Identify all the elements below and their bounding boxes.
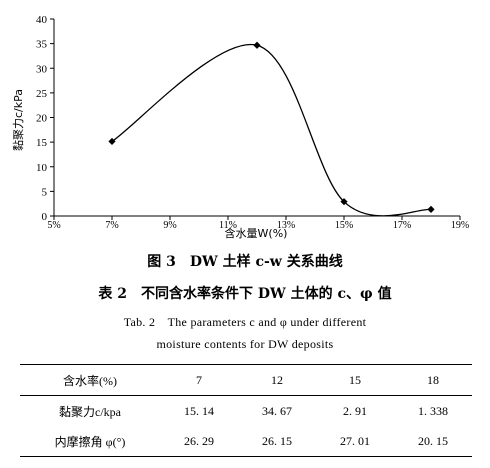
table-cell: 26. 15 xyxy=(262,433,292,448)
y-tick-label: 40 xyxy=(36,14,48,26)
table-caption-english-line2: moisture contents for DW deposits xyxy=(156,337,334,351)
y-tick-label: 15 xyxy=(36,137,48,149)
table-cell: 15. 14 xyxy=(184,403,214,418)
y-tick-labels: 0 5 10 15 20 25 30 35 40 xyxy=(36,14,54,223)
header-cell: 18 xyxy=(427,372,439,387)
table-cell: 内摩擦角 φ(°) xyxy=(54,434,126,449)
cohesion-moisture-chart: 0 5 10 15 20 25 30 35 40 5% 7% 9% 11% 13% 15% 17% 19% 含… xyxy=(11,14,469,240)
table-row: 黏聚力c/kpa 15. 14 34. 67 2. 91 1. 338 xyxy=(20,396,472,427)
x-tick-label: 11% xyxy=(219,220,237,231)
table-cell: 1. 338 xyxy=(418,403,448,418)
y-tick-label: 5 xyxy=(42,186,48,198)
series-group xyxy=(108,41,435,216)
table-caption-chinese: 表 2 不同含水率条件下 DW 土体的 c、φ 值 xyxy=(98,286,392,302)
y-tick-label: 0 xyxy=(42,211,48,223)
header-cell: 含水率(%) xyxy=(63,373,117,388)
x-tick-label: 19% xyxy=(451,220,469,231)
y-tick-label: 30 xyxy=(36,63,48,75)
table-row: 内摩擦角 φ(°) 26. 29 26. 15 27. 01 20. 15 xyxy=(20,426,472,457)
x-tick-label: 7% xyxy=(105,220,118,231)
series-line xyxy=(111,43,432,216)
header-cell: 7 xyxy=(196,372,202,387)
table-caption-english-line1: Tab. 2 The parameters c and φ under diff… xyxy=(123,315,367,329)
data-point-marker xyxy=(340,198,348,206)
y-tick-label: 35 xyxy=(36,39,48,51)
parameters-table: 含水率(%) 7 12 15 18 黏聚力c/kpa 15. 14 34. 67… xyxy=(20,364,472,457)
data-point-marker xyxy=(108,137,116,146)
figure-caption: 图 3 DW 土样 c-w 关系曲线 xyxy=(147,254,343,270)
table-cell: 26. 29 xyxy=(184,433,214,448)
x-tick-label: 15% xyxy=(335,220,353,231)
data-point-marker xyxy=(427,205,435,214)
x-axis-label: 含水量W(%) xyxy=(225,226,288,240)
y-axis-label: 黏聚力c/kPa xyxy=(11,89,25,151)
x-tick-label: 13% xyxy=(277,220,295,231)
x-tick-label: 9% xyxy=(163,220,176,231)
table-cell: 34. 67 xyxy=(262,403,292,418)
table-cell: 27. 01 xyxy=(340,433,370,448)
header-cell: 12 xyxy=(271,372,283,387)
table-cell: 2. 91 xyxy=(343,403,367,418)
x-tick-label: 17% xyxy=(393,220,411,231)
x-tick-label: 5% xyxy=(47,220,60,231)
header-cell: 15 xyxy=(349,372,361,387)
table-cell: 黏聚力c/kpa xyxy=(59,404,121,419)
data-point-marker xyxy=(253,41,261,49)
x-tick-labels: 5% 7% 9% 11% 13% 15% 17% 19% xyxy=(47,216,469,231)
y-tick-label: 10 xyxy=(36,162,48,174)
y-tick-label: 20 xyxy=(36,113,48,125)
table-cell: 20. 15 xyxy=(418,433,448,448)
y-tick-label: 25 xyxy=(36,88,48,100)
table-header-row: 含水率(%) 7 12 15 18 xyxy=(20,364,472,396)
